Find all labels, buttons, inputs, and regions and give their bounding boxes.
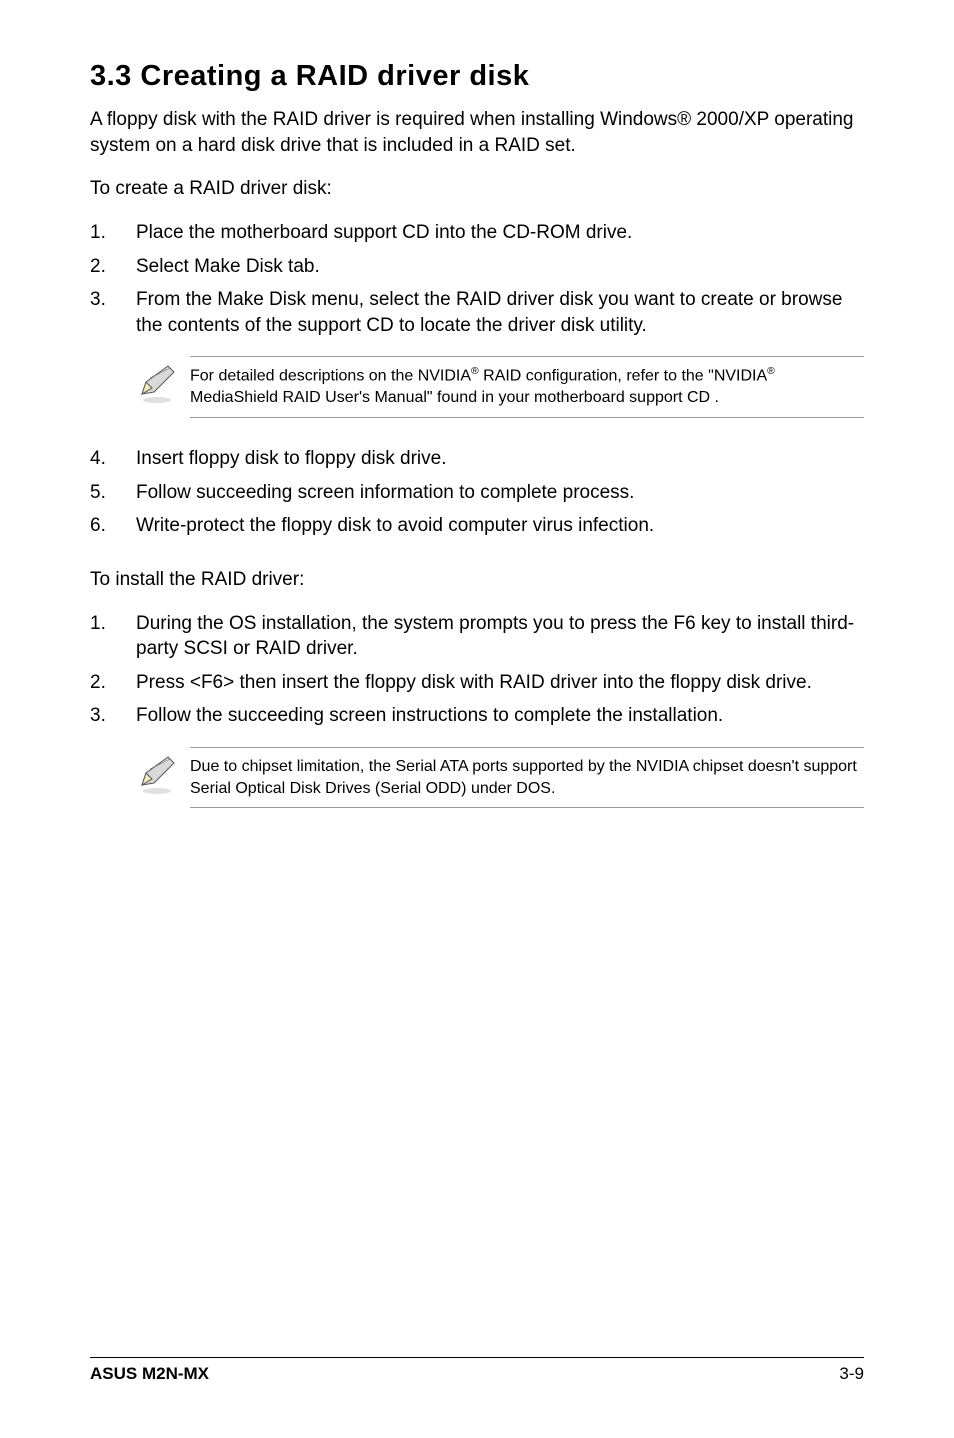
pencil-note-icon [136, 747, 190, 800]
list-text: Select Make Disk tab. [136, 256, 320, 277]
page-content: 3.3 Creating a RAID driver disk A floppy… [0, 0, 954, 808]
list-item: 1. During the OS installation, the system… [90, 611, 864, 662]
install-label: To install the RAID driver: [90, 567, 864, 593]
list-item: 1. Place the motherboard support CD into … [90, 220, 864, 246]
create-steps-list-2: 4. Insert floppy disk to floppy disk driv… [90, 446, 864, 539]
footer-product-name: ASUS M2N-MX [90, 1364, 209, 1384]
list-number: 4. [90, 446, 106, 472]
list-text: Follow the succeeding screen instruction… [136, 705, 723, 726]
note-block-1: For detailed descriptions on the NVIDIA®… [136, 356, 864, 418]
list-item: 3. From the Make Disk menu, select the RA… [90, 287, 864, 338]
list-item: 4. Insert floppy disk to floppy disk driv… [90, 446, 864, 472]
list-number: 6. [90, 513, 106, 539]
footer-page-number: 3-9 [839, 1364, 864, 1384]
note-text-1: For detailed descriptions on the NVIDIA®… [190, 356, 864, 418]
create-label: To create a RAID driver disk: [90, 176, 864, 202]
page-footer: ASUS M2N-MX 3-9 [90, 1357, 864, 1384]
intro-paragraph: A floppy disk with the RAID driver is re… [90, 107, 864, 158]
list-text: Place the motherboard support CD into th… [136, 222, 632, 243]
note-block-2: Due to chipset limitation, the Serial AT… [136, 747, 864, 808]
note-text-2: Due to chipset limitation, the Serial AT… [190, 747, 864, 808]
list-item: 5. Follow succeeding screen information t… [90, 480, 864, 506]
list-text: During the OS installation, the system p… [136, 613, 854, 660]
list-text: From the Make Disk menu, select the RAID… [136, 289, 842, 336]
list-text: Insert floppy disk to floppy disk drive. [136, 448, 446, 469]
list-number: 2. [90, 670, 106, 696]
list-number: 5. [90, 480, 106, 506]
section-heading: 3.3 Creating a RAID driver disk [90, 60, 864, 93]
list-item: 6. Write-protect the floppy disk to avoid… [90, 513, 864, 539]
list-item: 2. Press <F6> then insert the floppy disk… [90, 670, 864, 696]
list-text: Press <F6> then insert the floppy disk w… [136, 672, 812, 693]
list-item: 2. Select Make Disk tab. [90, 254, 864, 280]
list-item: 3. Follow the succeeding screen instructi… [90, 703, 864, 729]
create-steps-list-1: 1. Place the motherboard support CD into … [90, 220, 864, 339]
list-text: Follow succeeding screen information to … [136, 482, 634, 503]
pencil-note-icon [136, 356, 190, 409]
list-number: 1. [90, 611, 106, 637]
list-number: 3. [90, 287, 106, 313]
list-text: Write-protect the floppy disk to avoid c… [136, 515, 654, 536]
list-number: 2. [90, 254, 106, 280]
list-number: 3. [90, 703, 106, 729]
install-steps-list: 1. During the OS installation, the system… [90, 611, 864, 730]
list-number: 1. [90, 220, 106, 246]
